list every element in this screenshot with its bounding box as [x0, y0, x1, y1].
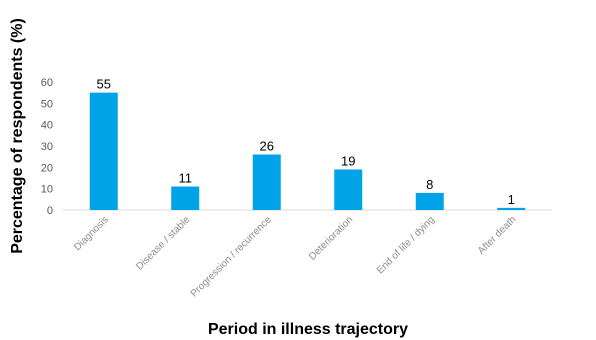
y-tick-label: 10 — [41, 184, 53, 196]
y-tick-label: 0 — [47, 205, 53, 217]
x-tick-label: Diagnosis — [72, 214, 111, 253]
bars — [89, 92, 526, 210]
y-tick-label: 60 — [41, 77, 53, 89]
y-tick-label: 20 — [41, 162, 53, 174]
data-label: 19 — [341, 153, 355, 168]
bar — [415, 192, 444, 210]
bar — [252, 154, 281, 210]
x-axis-title: Period in illness trajectory — [208, 321, 408, 338]
x-tick-label: Disease / stable — [134, 214, 192, 272]
data-label: 1 — [508, 192, 515, 207]
data-label: 8 — [426, 177, 433, 192]
x-tick-label: End of life / dying — [375, 214, 437, 276]
bar — [89, 92, 118, 210]
y-tick-label: 30 — [41, 141, 53, 153]
y-tick-label: 40 — [41, 120, 53, 132]
data-label: 26 — [260, 139, 274, 154]
bar — [497, 207, 526, 210]
y-axis-ticks: 0 10 20 30 40 50 60 — [41, 77, 53, 217]
data-label: 11 — [179, 171, 193, 186]
y-axis-title: Percentage of respondents (%) — [9, 18, 26, 254]
x-tick-label: Progression / recurrence — [189, 214, 275, 300]
data-label: 55 — [97, 77, 111, 92]
bar — [171, 186, 200, 210]
bar — [334, 169, 363, 210]
x-tick-label: After death — [476, 214, 518, 256]
x-tick-label: Deterioration — [307, 214, 355, 262]
data-labels: 55 11 26 19 8 1 — [97, 77, 515, 207]
y-tick-label: 50 — [41, 98, 53, 110]
